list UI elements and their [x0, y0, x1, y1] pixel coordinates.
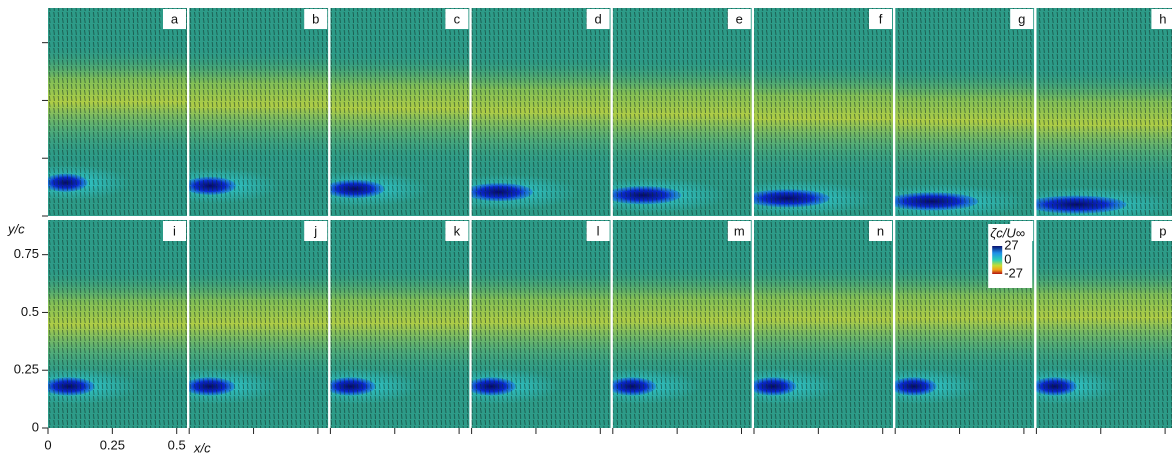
velocity-vectors: [1036, 220, 1172, 428]
field: [8, 8, 187, 216]
velocity-vectors: [48, 220, 187, 428]
velocity-vectors: [895, 8, 1034, 216]
panel-label: p: [1159, 223, 1166, 238]
panel-label: l: [597, 223, 600, 238]
y-axis-label: y/c: [7, 221, 25, 236]
velocity-vectors: [48, 8, 187, 216]
panel-label: e: [736, 11, 743, 26]
x-tick-label: 0: [44, 437, 51, 452]
figure: y/c x/c a b c d e f g h i 0 0.25 0.5 0 0.25 0.5 0.75 j k l…: [0, 0, 1172, 456]
panel-label: j: [313, 223, 317, 238]
velocity-vectors: [472, 8, 611, 216]
panel-label: c: [454, 11, 461, 26]
colorbar-tick-label: 0: [1004, 251, 1011, 266]
panel-label: g: [1018, 11, 1025, 26]
panel-label: h: [1159, 11, 1166, 26]
panel-label: m: [734, 223, 745, 238]
y-tick-label: 0: [32, 419, 39, 434]
panel-label: d: [594, 11, 601, 26]
x-axis-label: x/c: [193, 440, 211, 455]
panel-label: n: [877, 223, 884, 238]
velocity-vectors: [754, 8, 893, 216]
panel-label: b: [312, 11, 319, 26]
panel-label: f: [879, 11, 883, 26]
velocity-vectors: [613, 8, 752, 216]
velocity-vectors: [754, 220, 893, 428]
y-tick-label: 0.75: [14, 246, 39, 261]
velocity-vectors: [472, 220, 611, 428]
velocity-vectors: [189, 220, 328, 428]
x-tick-label: 0.5: [168, 437, 186, 452]
velocity-vectors: [189, 8, 328, 216]
panel: a: [8, 8, 187, 216]
velocity-vectors: [1036, 8, 1172, 216]
velocity-vectors: [330, 8, 469, 216]
panel-label: i: [173, 223, 176, 238]
velocity-vectors: [613, 220, 752, 428]
y-tick-label: 0.25: [14, 362, 39, 377]
panel-label: a: [171, 11, 179, 26]
colorbar: [992, 246, 1002, 274]
colorbar-tick-label: 27: [1004, 237, 1018, 252]
y-tick-label: 0.5: [21, 304, 39, 319]
x-tick-label: 0.25: [100, 437, 125, 452]
page: y/c x/c a b c d e f g h i 0 0.25 0.5 0 0.25 0.5 0.75 j k l…: [0, 0, 1172, 456]
panel-label: k: [454, 223, 461, 238]
velocity-vectors: [330, 220, 469, 428]
colorbar-tick-label: -27: [1004, 265, 1023, 280]
